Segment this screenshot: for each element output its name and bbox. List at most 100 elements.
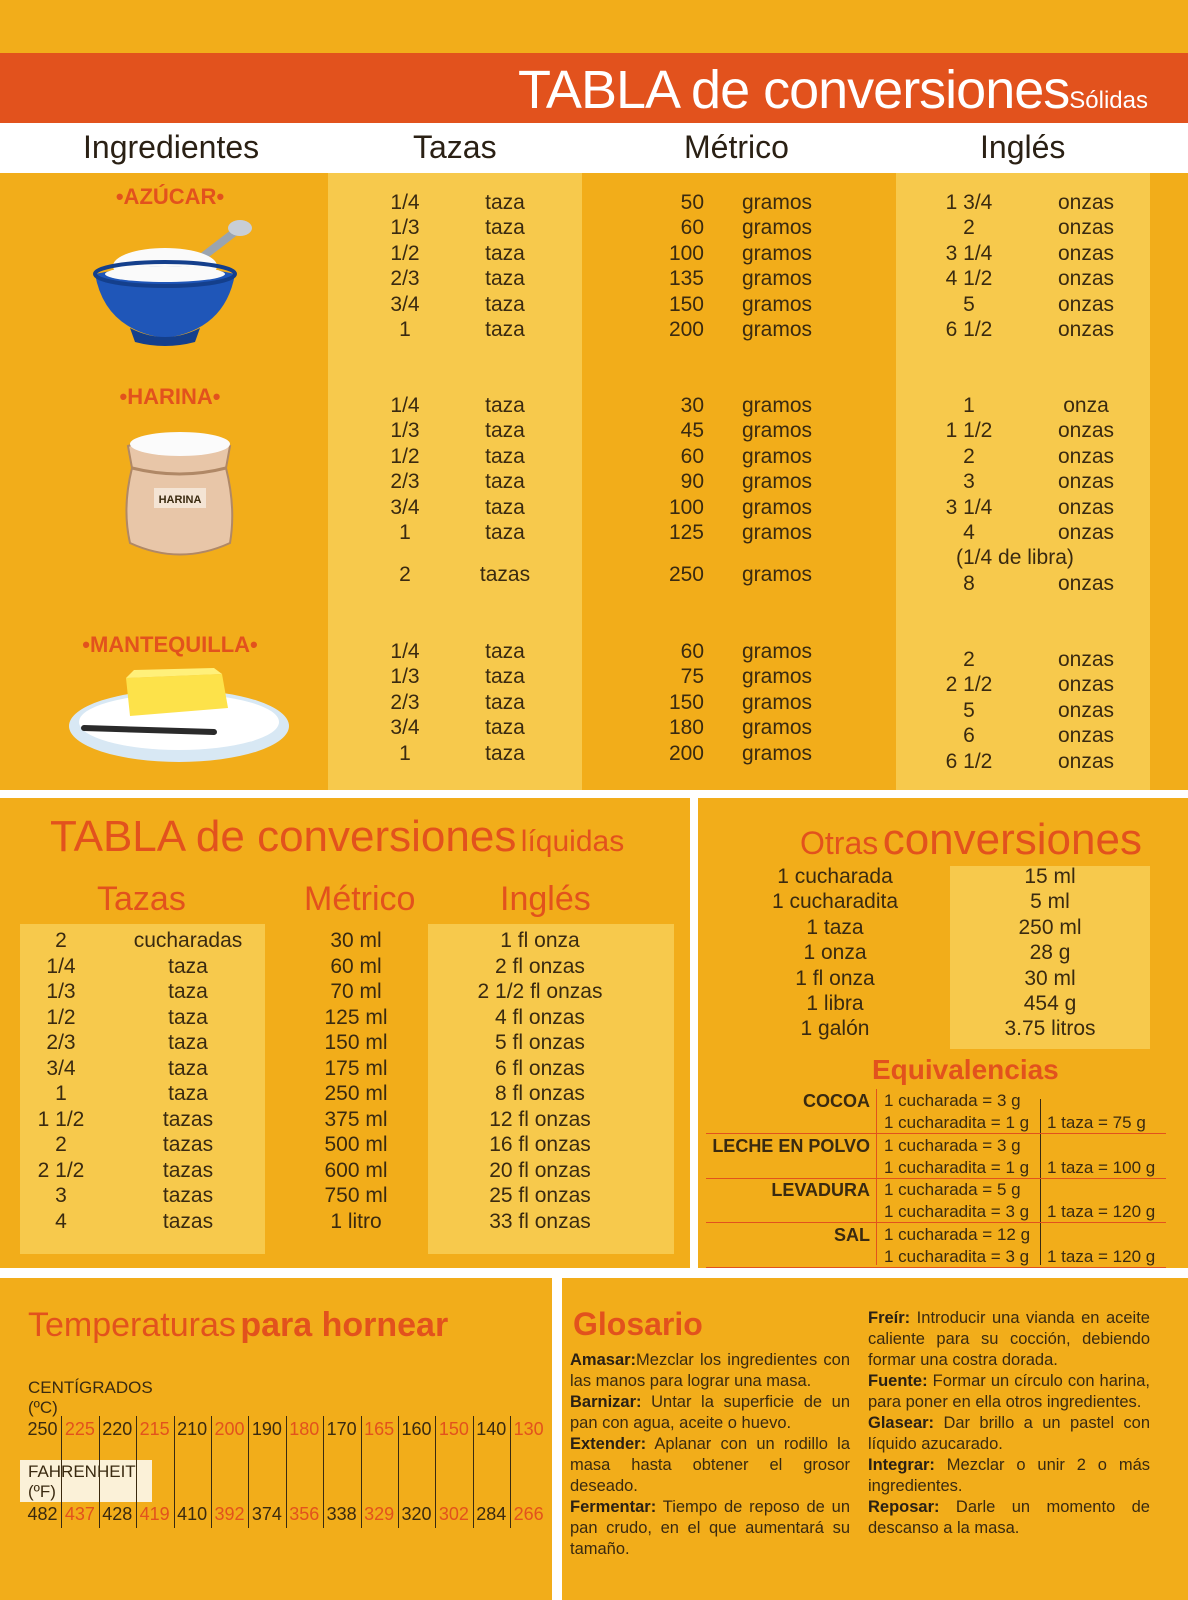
harina-row-cell: 125 (668, 521, 704, 544)
temperature-separator (398, 1416, 399, 1528)
celsius-value: 215 (139, 1419, 170, 1439)
temperature-separator (510, 1416, 512, 1528)
liquids-cell: tazas (162, 1133, 214, 1156)
liquids-cell: 16 fl onzas (489, 1133, 591, 1156)
liquids-cell: 3/4 (46, 1056, 76, 1080)
fahrenheit-value: 437 (64, 1504, 95, 1524)
equiv-cucharada: 1 cucharada = 5 g (884, 1180, 1021, 1199)
harina-extra-row: 2 tazas 250 gramos (0, 562, 1188, 587)
azucar-row-cell: 50 (680, 191, 704, 214)
liquids-cell: 1/2 (46, 1005, 76, 1029)
glosario-entry: Freír: Introducir una vianda en aceite c… (868, 1308, 1150, 1371)
fahrenheit-unit: (ºF) (28, 1482, 56, 1501)
glosario-entry: Integrar: Mezclar o unir 2 o más ingredi… (868, 1455, 1150, 1497)
otras-row: 1 libra 454 g (0, 991, 1188, 1016)
harina-row-cell: onza (1063, 394, 1109, 417)
harina-row-cell: 3 (963, 470, 975, 494)
harina-extra-ingles: 8 onzas (0, 571, 1188, 596)
azucar-row-cell: taza (485, 241, 525, 265)
harina-row-cell: 1/3 (390, 419, 420, 443)
azucar-row-cell: 4 1/2 (945, 267, 993, 291)
glosario-term: Freír: (868, 1309, 911, 1327)
harina-row-cell: taza (485, 444, 525, 468)
otras-unit: 1 galón (800, 1017, 870, 1041)
azucar-row-cell: 1/4 (390, 191, 420, 214)
mantequilla-row-cell: taza (485, 716, 525, 740)
mantequilla-row-cell: gramos (742, 690, 813, 714)
liquids-row: 2/3 taza 150 ml 5 fl onzas (0, 1030, 690, 1055)
liquids-row: 3 tazas 750 ml 25 fl onzas (0, 1183, 690, 1208)
liquids-cell: 750 ml (324, 1184, 388, 1207)
liquids-cell: taza (168, 1056, 208, 1080)
azucar-row-cell: 3/4 (390, 292, 420, 316)
equiv-label: LEVADURA (771, 1180, 870, 1200)
azucar-row-cell: onzas (1057, 267, 1115, 291)
liquids-cell: 3 (55, 1184, 67, 1207)
azucar-row-cell: gramos (742, 318, 813, 341)
fahrenheit-value: 419 (139, 1504, 170, 1524)
celsius-value: 170 (326, 1419, 357, 1439)
liquids-cell: 70 ml (330, 980, 382, 1003)
liquids-row: 1 1/2 tazas 375 ml 12 fl onzas (0, 1107, 690, 1132)
otras-value: 454 g (1023, 992, 1077, 1015)
liquids-cell: 250 ml (324, 1082, 388, 1105)
equiv-separator (706, 1222, 1166, 1223)
azucar-row-cell: 1 3/4 (945, 191, 993, 214)
equiv-taza: 1 taza = 120 g (1047, 1202, 1156, 1221)
azucar-row-cell: 3 1/4 (945, 241, 993, 265)
liquids-cell: 60 ml (330, 954, 382, 978)
fahrenheit-value: 392 (214, 1504, 245, 1524)
temperaturas-title-b: para hornear (240, 1306, 449, 1344)
liquids-cell: 6 fl onzas (495, 1056, 585, 1080)
celsius-value: 225 (64, 1419, 95, 1439)
equiv-vline-2 (1040, 1099, 1041, 1265)
liquids-cell: 8 fl onzas (495, 1082, 585, 1105)
liquids-cell: 25 fl onzas (489, 1184, 591, 1207)
mantequilla-row-cell: 1/3 (390, 665, 420, 689)
azucar-row-cell: onzas (1057, 216, 1115, 240)
liquids-cell: 2 1/2 fl onzas (477, 980, 603, 1003)
mantequilla-ingles: 6 1/2 onzas (0, 749, 1188, 774)
otras-value: 250 ml (1018, 915, 1082, 939)
liquids-row: 3/4 taza 175 ml 6 fl onzas (0, 1056, 690, 1081)
harina-row: 3/4 taza 100 gramos 3 1/4 onzas (0, 495, 1188, 520)
mantequilla-row-cell: taza (485, 690, 525, 714)
harina-row-cell: 60 (680, 444, 704, 468)
harina-row-cell: 2/3 (390, 470, 420, 494)
equiv-cucharadita: 1 cucharadita = 1 g (884, 1113, 1030, 1132)
mantequilla-row: 2/3 taza 150 gramos (0, 690, 1188, 715)
mantequilla-row-cell: gramos (742, 640, 813, 663)
otras-unit: 1 fl onza (795, 966, 875, 990)
liquids-cell: 2 fl onzas (495, 954, 585, 978)
glosario-term: Fuente: (868, 1372, 928, 1390)
header-ingredientes: Ingredientes (83, 129, 260, 165)
mantequilla-ingles-cell: 2 (963, 648, 975, 671)
harina-row-cell: 3/4 (390, 495, 420, 519)
celsius-value: 165 (364, 1419, 395, 1439)
glosario-entry: Extender: Aplanar con un rodillo la masa… (570, 1434, 850, 1497)
liquids-title-main: TABLA de conversiones (50, 812, 517, 861)
celsius-value: 250 (27, 1419, 58, 1439)
otras-unit: 1 cucharada (777, 865, 893, 888)
azucar-row: 2/3 taza 135 gramos 4 1/2 onzas (0, 266, 1188, 291)
fahrenheit-value: 329 (364, 1504, 395, 1524)
fahrenheit-value: 302 (438, 1504, 469, 1524)
mantequilla-row-cell: taza (485, 640, 525, 663)
glosario-definition: Tiempo de reposo de un pan crudo, en el … (570, 1498, 850, 1558)
azucar-row-cell: 135 (668, 267, 704, 291)
ingredient-name-mantequilla: •MANTEQUILLA• (82, 632, 258, 657)
azucar-row-cell: taza (485, 191, 525, 214)
glosario-definition: Introducir una vianda en aceite caliente… (868, 1309, 1150, 1369)
azucar-row-cell: gramos (742, 216, 813, 240)
equiv-label: LECHE EN POLVO (712, 1135, 870, 1156)
equiv-cucharada: 1 cucharada = 12 g (884, 1224, 1031, 1244)
fahrenheit-value: 410 (177, 1504, 208, 1524)
glosario-definition: Mezclar los ingredientes con las manos p… (570, 1351, 850, 1390)
azucar-row: 1/3 taza 60 gramos 2 onzas (0, 215, 1188, 240)
equiv-taza: 1 taza = 120 g (1047, 1246, 1156, 1266)
harina-row-cell: 100 (668, 495, 704, 519)
otras-row: 1 galón 3.75 litros (0, 1016, 1188, 1041)
harina-extra-ingles-cell: 8 (963, 572, 975, 595)
temperature-separator (136, 1416, 138, 1528)
liquids-cell: 30 ml (330, 929, 382, 952)
